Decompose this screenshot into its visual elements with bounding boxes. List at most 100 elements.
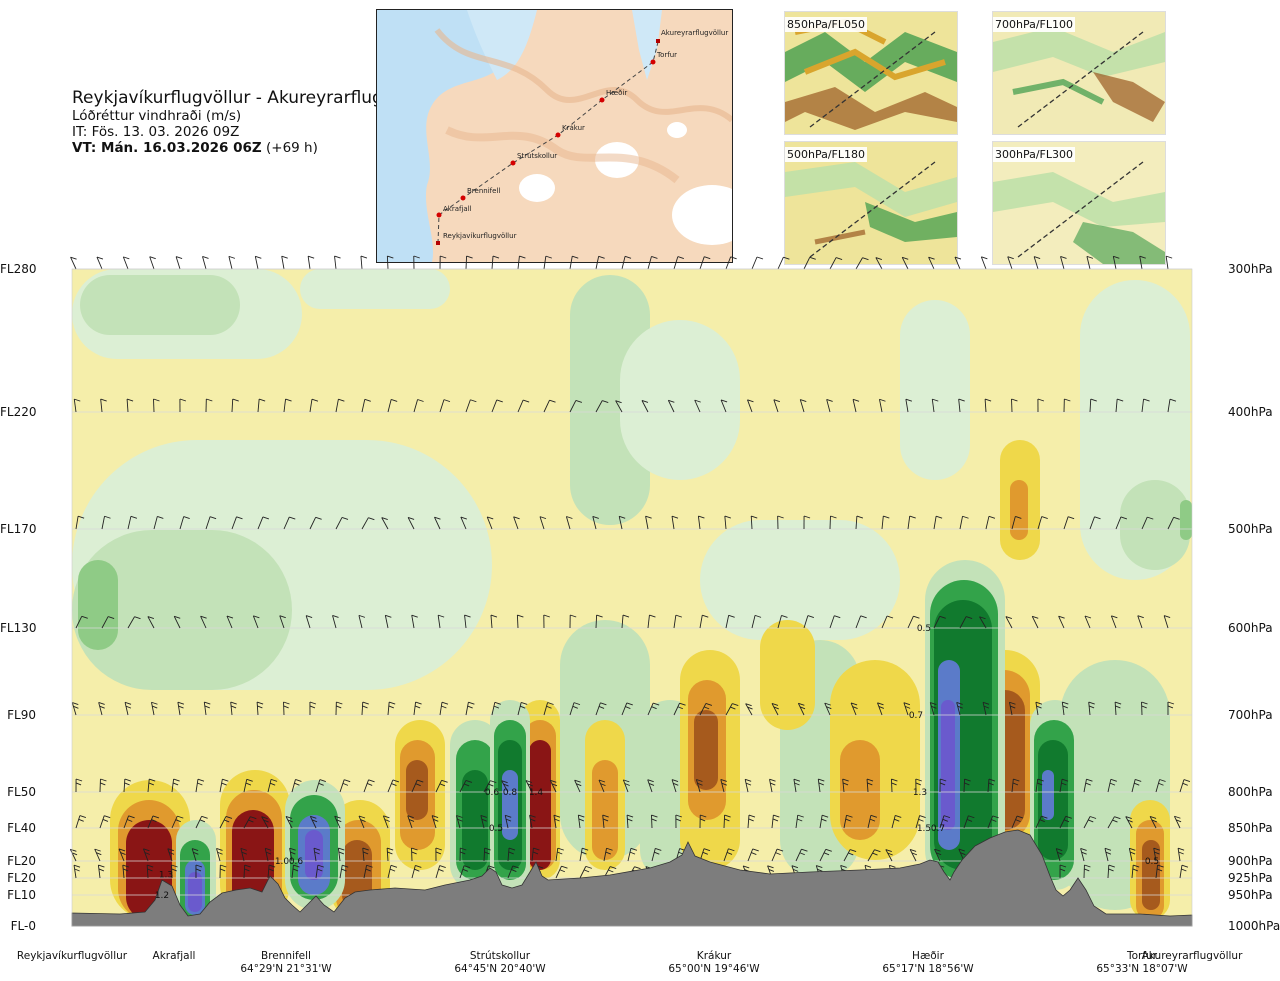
wind-barb-145 [490, 614, 498, 629]
wind-barb-213 [1141, 701, 1148, 716]
wind-barb-303 [1059, 815, 1072, 829]
wind-barb-19 [569, 255, 579, 270]
wind-barb-238 [622, 779, 630, 793]
wind-barb-283 [577, 814, 585, 829]
terrain-profile [71, 829, 1193, 927]
wind-barb-397 [1059, 864, 1067, 879]
wind-barb-120 [959, 515, 969, 530]
wind-barb-233 [501, 780, 509, 793]
wind-barb-33 [928, 256, 935, 270]
wind-barb-79 [1011, 398, 1018, 413]
value-label-6: 0.8 [503, 788, 518, 798]
wind-barb-46 [153, 398, 160, 413]
wind-barb-18 [543, 255, 552, 270]
map-label-akureyri: Akureyrarflugvöllur [661, 29, 729, 37]
wind-barb-274 [358, 815, 366, 829]
wind-barb-11 [360, 255, 368, 270]
y-left-label-5: FL50 [7, 785, 36, 799]
wind-barb-327 [507, 847, 516, 862]
wind-barb-237 [598, 779, 606, 793]
wind-barb-163 [959, 616, 973, 629]
wind-barb-189 [517, 701, 528, 716]
wind-barb-220 [195, 778, 205, 793]
wind-barb-26 [751, 256, 764, 270]
wind-barb-300 [987, 815, 999, 829]
wind-barb-52 [309, 398, 319, 413]
wind-barb-42 [1165, 255, 1173, 270]
y-left-label-6: FL40 [7, 821, 36, 835]
wind-barb-374 [507, 865, 519, 879]
wind-barb-224 [291, 779, 302, 793]
wind-barb-247 [842, 778, 849, 793]
inset-850-drawing [785, 12, 957, 134]
wind-barb-6 [228, 255, 236, 270]
wind-barb-174 [124, 701, 132, 716]
wind-barb-304 [1083, 816, 1097, 829]
value-label-2: 1.0 [275, 857, 290, 867]
wind-barb-114 [803, 515, 811, 530]
wind-barb-262 [75, 815, 87, 829]
y-left-label-0: FL280 [0, 262, 37, 276]
wind-barb-195 [673, 702, 686, 716]
route-map: Reykjavíkurflugvöllur Akrafjall Brennife… [376, 9, 733, 263]
field-cell-32 [592, 760, 618, 860]
wind-barb-20 [595, 255, 605, 270]
wind-barb-267 [195, 815, 208, 829]
wind-barb-357 [97, 864, 105, 879]
wind-barb-105 [565, 516, 573, 530]
wind-barb-37 [1033, 256, 1041, 270]
wind-barb-206 [956, 702, 963, 716]
wind-barb-88 [127, 515, 138, 530]
wind-barb-30 [855, 257, 869, 270]
wind-barb-113 [777, 515, 784, 530]
wind-barb-371 [435, 865, 446, 879]
wind-barb-104 [539, 516, 547, 530]
value-label-7: 1.4 [529, 788, 544, 798]
wind-barb-21 [621, 255, 632, 270]
wind-barb-143 [437, 614, 445, 629]
wind-barb-182 [335, 701, 343, 716]
inset-700-drawing [993, 12, 1165, 134]
wind-barb-81 [1063, 398, 1071, 413]
wind-barb-315 [216, 848, 223, 862]
y-right-label-5: 800hPa [1228, 785, 1273, 799]
field-cell-8 [72, 530, 292, 690]
wind-barb-199 [771, 703, 779, 716]
y-right-label-3: 600hPa [1228, 621, 1273, 635]
loc-haedir-name: Hæðir [912, 950, 944, 962]
wind-barb-263 [99, 815, 111, 829]
wind-barb-49 [231, 398, 239, 413]
wind-barb-228 [387, 779, 400, 793]
wind-barb-250 [915, 778, 922, 793]
wind-barb-367 [339, 864, 349, 879]
wind-barb-117 [881, 515, 890, 530]
wind-barb-329 [555, 847, 564, 862]
wind-barb-142 [411, 614, 418, 629]
wind-barb-207 [982, 701, 990, 716]
wind-barb-324 [435, 847, 443, 862]
wind-barb-377 [579, 865, 592, 879]
wind-barb-181 [309, 701, 317, 716]
wind-barb-376 [555, 865, 568, 879]
y-left-label-8: FL20 [7, 871, 36, 885]
wind-barb-253 [987, 778, 996, 793]
wind-barb-172 [71, 702, 79, 716]
wind-barb-323 [411, 847, 418, 862]
wind-barb-126 [1115, 516, 1128, 530]
wind-barb-48 [205, 398, 213, 413]
field-cell-58 [462, 770, 488, 870]
wind-barb-40 [1112, 255, 1120, 270]
wind-barb-2 [122, 256, 130, 270]
wind-barb-246 [817, 778, 825, 793]
wind-barb-47 [179, 398, 187, 413]
wind-barb-4 [175, 256, 183, 270]
wind-barb-75 [905, 398, 913, 413]
wind-barb-107 [618, 515, 626, 530]
wind-barb-198 [745, 703, 753, 716]
wind-barb-39 [1086, 255, 1094, 270]
wind-barb-222 [243, 778, 253, 793]
wind-barb-306 [1125, 816, 1133, 829]
inset-300-drawing [993, 142, 1165, 264]
y-right-label-4: 700hPa [1228, 708, 1273, 722]
wind-barb-129 [75, 615, 88, 629]
